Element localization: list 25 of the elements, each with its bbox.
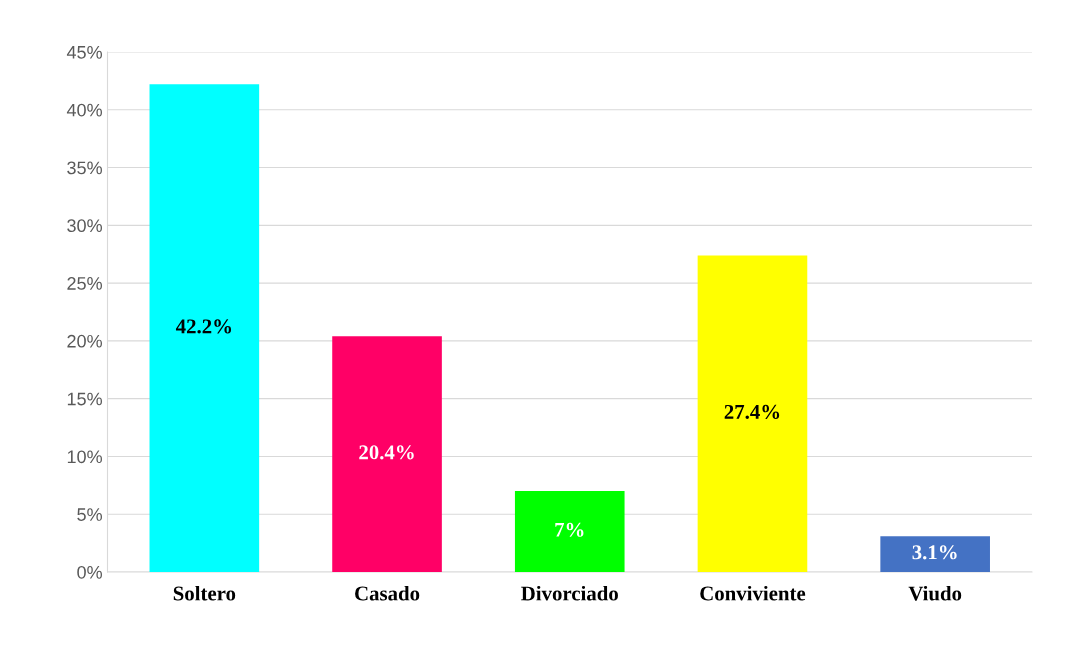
- x-tick-label: Viudo: [908, 585, 962, 601]
- y-tick-label: 5%: [77, 508, 102, 521]
- x-tick-label: Soltero: [173, 585, 236, 601]
- y-tick-label: 25%: [67, 277, 102, 290]
- bar: [880, 536, 990, 572]
- x-tick-label: Conviviente: [700, 585, 806, 601]
- y-tick-label: 10%: [67, 450, 102, 464]
- y-tick-label: 30%: [67, 219, 102, 233]
- bar: [697, 255, 808, 572]
- data-label: 20.4%: [359, 445, 414, 460]
- y-tick-label: 45%: [66, 46, 102, 59]
- data-label: 27.4%: [724, 404, 780, 419]
- data-label: 7%: [555, 522, 584, 537]
- data-label: 3.1%: [912, 545, 957, 560]
- y-tick-label: 15%: [67, 392, 102, 406]
- bar: [514, 491, 625, 572]
- y-tick-label: 20%: [67, 334, 102, 348]
- y-tick-label: 0%: [77, 565, 102, 579]
- y-tick-label: 35%: [67, 161, 102, 175]
- bar: [332, 336, 442, 572]
- bar: [149, 84, 260, 572]
- y-tick-label: 40%: [66, 103, 102, 117]
- data-label: 42.2%: [175, 319, 232, 334]
- x-tick-label: Divorciado: [521, 585, 618, 601]
- x-tick-label: Casado: [355, 585, 420, 601]
